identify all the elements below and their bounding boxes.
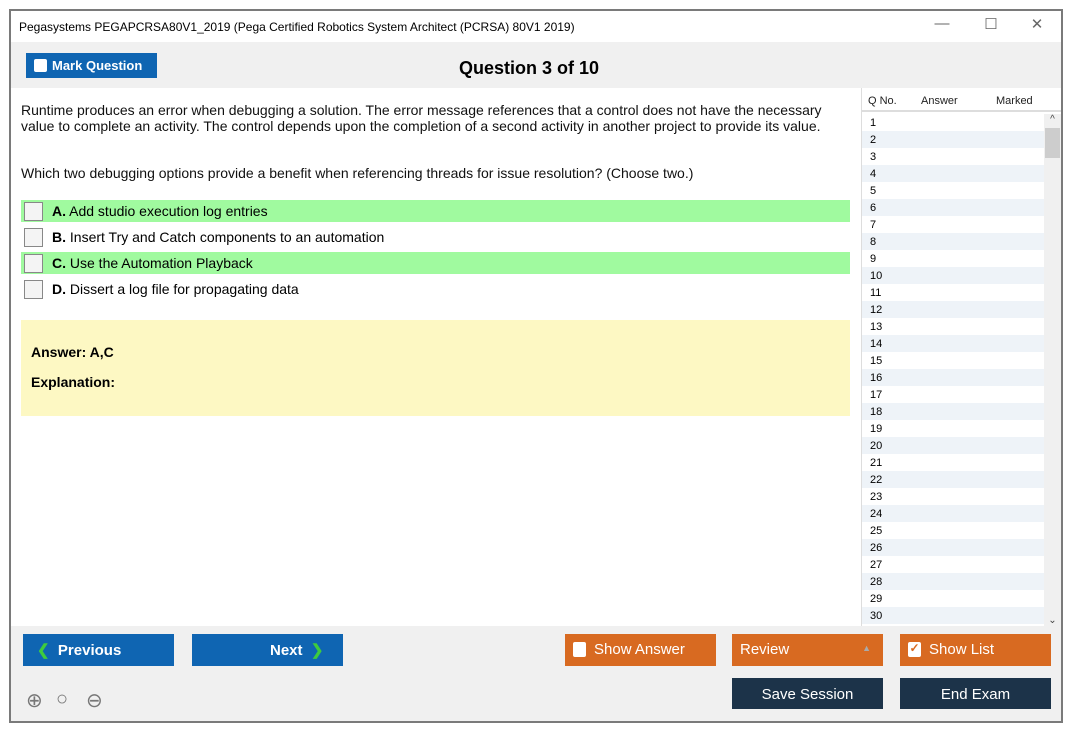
option-checkbox[interactable] [24, 280, 43, 299]
option-d[interactable]: D. Dissert a log file for propagating da… [21, 278, 850, 300]
list-scrollbar[interactable]: ^ ⌄ [1044, 114, 1061, 626]
bottom-bar: ❮ Previous Next ❯ Show Answer Review ▲ ✓ S… [11, 626, 1061, 723]
list-row[interactable]: 24 [862, 505, 1044, 522]
list-row[interactable]: 1 [870, 117, 877, 129]
title-bar: Pegasystems PEGAPCRSA80V1_2019 (Pega Cer… [11, 11, 1061, 42]
list-row[interactable]: 9 [870, 253, 877, 265]
scroll-up-icon[interactable]: ^ [1050, 114, 1055, 125]
list-row[interactable]: 11 [870, 287, 882, 299]
checkbox-icon [573, 642, 586, 657]
list-row[interactable]: 16 [862, 369, 1044, 386]
app-window: Pegasystems PEGAPCRSA80V1_2019 (Pega Cer… [9, 9, 1063, 723]
option-text: Dissert a log file for propagating data [69, 281, 299, 297]
option-a[interactable]: A. Add studio execution log entries [21, 200, 850, 222]
show-answer-button[interactable]: Show Answer [565, 634, 716, 666]
list-row[interactable]: 29 [870, 593, 883, 605]
option-letter: B. [52, 229, 66, 245]
option-checkbox[interactable] [24, 202, 43, 221]
option-text: Insert Try and Catch components to an au… [69, 229, 385, 245]
option-checkbox[interactable] [24, 228, 43, 247]
question-panel: Runtime produces an error when debugging… [11, 88, 861, 626]
list-row[interactable]: 18 [862, 403, 1044, 420]
question-prompt: Which two debugging options provide a be… [21, 165, 694, 181]
show-answer-label: Show Answer [594, 641, 685, 658]
list-row[interactable]: 25 [870, 525, 883, 537]
checkbox-icon [34, 59, 47, 72]
question-text: Runtime produces an error when debugging… [21, 102, 822, 134]
option-text: Add studio execution log entries [69, 203, 268, 219]
option-c[interactable]: C. Use the Automation Playback [21, 252, 850, 274]
list-row[interactable]: 28 [862, 573, 1044, 590]
zoom-out-icon[interactable]: ⊖ [86, 690, 103, 712]
zoom-reset-icon[interactable]: ○ [56, 688, 69, 710]
review-label: Review [740, 641, 790, 658]
close-button[interactable]: ✕ [1030, 16, 1044, 33]
list-row[interactable]: 7 [870, 219, 877, 231]
option-text: Use the Automation Playback [69, 255, 253, 271]
next-label: Next [270, 642, 303, 659]
list-row[interactable]: 23 [870, 491, 883, 503]
explanation-label: Explanation: [31, 374, 116, 390]
list-row[interactable]: 19 [870, 423, 883, 435]
list-row[interactable]: 27 [870, 559, 883, 571]
save-session-button[interactable]: Save Session [732, 678, 883, 709]
option-checkbox[interactable] [24, 254, 43, 273]
option-letter: D. [52, 281, 66, 297]
window-title: Pegasystems PEGAPCRSA80V1_2019 (Pega Cer… [19, 20, 575, 34]
scrollbar-thumb[interactable] [1045, 128, 1060, 158]
list-row[interactable]: 21 [870, 457, 883, 469]
list-row[interactable]: 22 [862, 471, 1044, 488]
question-list: Q No. Answer Marked 1 2 3 4 5 6 7 8 9 10 11 12 13 14 1… [861, 88, 1061, 626]
end-exam-button[interactable]: End Exam [900, 678, 1051, 709]
list-row[interactable]: 5 [870, 185, 877, 197]
list-row[interactable]: 20 [862, 437, 1044, 454]
list-row[interactable]: 15 [870, 355, 883, 367]
mark-question-button[interactable]: Mark Question [26, 53, 157, 78]
list-row[interactable]: 17 [870, 389, 883, 401]
list-row[interactable]: 4 [862, 165, 1044, 182]
show-list-button[interactable]: ✓ Show List [900, 634, 1051, 666]
review-dropdown[interactable]: Review ▲ [732, 634, 883, 666]
list-row[interactable]: 14 [862, 335, 1044, 352]
caret-up-icon: ▲ [862, 643, 871, 653]
list-header: Q No. Answer Marked [862, 88, 1061, 112]
checkbox-checked-icon: ✓ [908, 641, 921, 657]
zoom-in-icon[interactable]: ⊕ [26, 690, 43, 712]
list-row[interactable]: 13 [870, 321, 883, 333]
answer-text: Answer: A,C [31, 344, 114, 360]
list-row[interactable]: 26 [862, 539, 1044, 556]
toolbar: Mark Question Question 3 of 10 [11, 42, 1061, 88]
header-answer: Answer [921, 95, 958, 107]
header-qno: Q No. [868, 95, 897, 107]
question-counter: Question 3 of 10 [459, 58, 600, 78]
list-row[interactable]: 8 [862, 233, 1044, 250]
list-row[interactable]: 12 [862, 301, 1044, 318]
scroll-down-icon[interactable]: ⌄ [1048, 615, 1057, 626]
chevron-left-icon: ❮ [37, 642, 50, 659]
previous-button[interactable]: ❮ Previous [23, 634, 174, 666]
list-row[interactable]: 10 [862, 267, 1044, 284]
list-row[interactable]: 30 [862, 607, 1044, 624]
minimize-button[interactable]: — [934, 15, 950, 32]
list-row[interactable]: 2 [862, 131, 1044, 148]
chevron-right-icon: ❯ [310, 642, 324, 659]
show-list-label: Show List [929, 641, 995, 658]
list-row[interactable]: 6 [862, 199, 1044, 216]
option-letter: A. [52, 203, 66, 219]
next-button[interactable]: Next ❯ [192, 634, 343, 666]
header-marked: Marked [996, 95, 1033, 107]
previous-label: Previous [57, 642, 122, 659]
list-row[interactable]: 3 [870, 151, 877, 163]
mark-question-label: Mark Question [52, 58, 143, 73]
maximize-button[interactable]: ☐ [984, 16, 998, 33]
answer-box: Answer: A,C Explanation: [21, 320, 850, 416]
option-b[interactable]: B. Insert Try and Catch components to an… [21, 226, 850, 248]
option-letter: C. [52, 255, 66, 271]
